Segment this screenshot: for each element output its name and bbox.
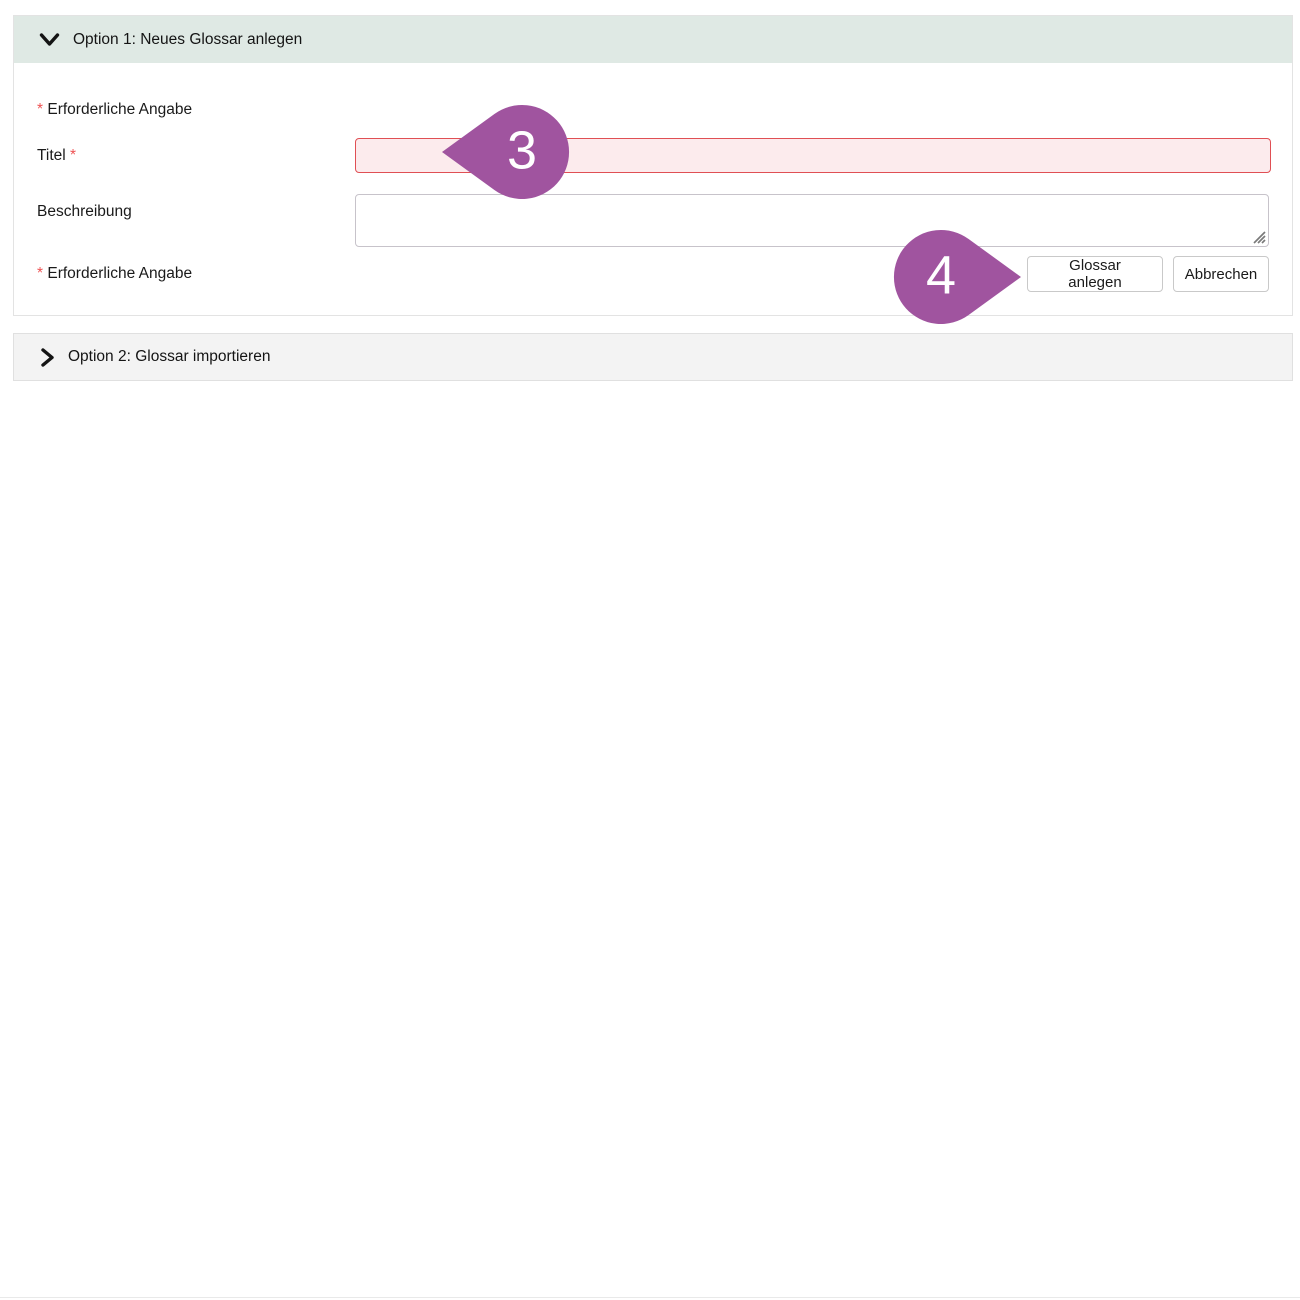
- required-asterisk: *: [37, 265, 44, 282]
- option2-accordion-header[interactable]: Option 2: Glossar importieren: [14, 334, 1292, 380]
- beschreibung-label-text: Beschreibung: [37, 203, 132, 220]
- required-asterisk: *: [37, 101, 44, 118]
- option2-title: Option 2: Glossar importieren: [68, 348, 271, 365]
- titel-required-asterisk: *: [70, 147, 77, 164]
- titel-label: Titel *: [37, 147, 76, 165]
- required-hint-bottom: * Erforderliche Angabe: [37, 265, 192, 283]
- abbrechen-button[interactable]: Abbrechen: [1173, 256, 1269, 292]
- beschreibung-label: Beschreibung: [37, 203, 132, 221]
- beschreibung-textarea[interactable]: [355, 194, 1269, 247]
- glossar-anlegen-button[interactable]: Glossar anlegen: [1027, 256, 1163, 292]
- titel-label-text: Titel: [37, 147, 66, 164]
- textarea-resize-handle-icon[interactable]: [1249, 227, 1266, 244]
- option1-title: Option 1: Neues Glossar anlegen: [73, 30, 303, 48]
- page-bottom-divider: [0, 1297, 1300, 1298]
- required-hint-text: Erforderliche Angabe: [47, 101, 193, 118]
- option1-panel: Option 1: Neues Glossar anlegen * Erford…: [13, 15, 1293, 316]
- titel-input[interactable]: [355, 138, 1271, 173]
- option1-accordion-header[interactable]: Option 1: Neues Glossar anlegen: [14, 16, 1292, 63]
- chevron-down-icon: [39, 32, 60, 46]
- beschreibung-field-wrap: [355, 194, 1269, 247]
- chevron-right-icon: [41, 347, 54, 367]
- required-hint-top: * Erforderliche Angabe: [37, 101, 192, 119]
- required-hint-text: Erforderliche Angabe: [47, 265, 193, 282]
- option2-panel: Option 2: Glossar importieren: [13, 333, 1293, 381]
